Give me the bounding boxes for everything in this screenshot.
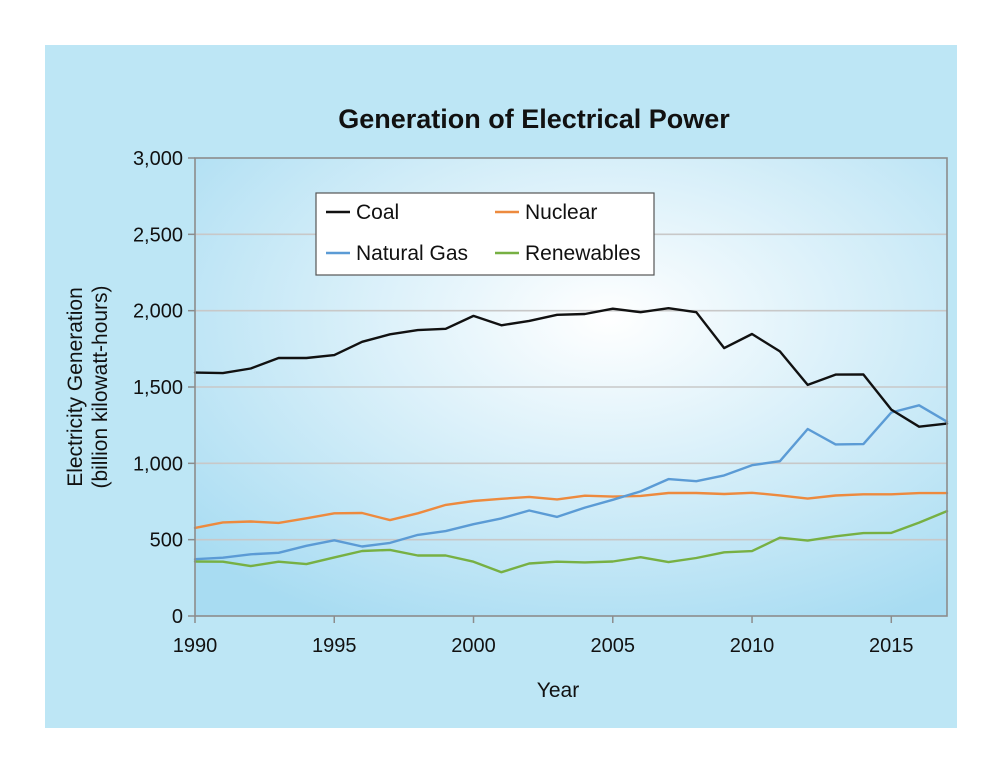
series-line-nuclear [193, 491, 949, 530]
legend-box [315, 192, 655, 276]
y-axis-label: Electricity Generation (billion kilowatt… [64, 285, 112, 488]
y-tick-label: 3,000 [133, 148, 183, 170]
y-tick-label: 0 [172, 606, 183, 628]
y-tick-label: 500 [150, 530, 183, 552]
x-tick-label: 2010 [730, 635, 775, 657]
y-tick-label: 2,500 [133, 224, 183, 246]
y-tick-label: 1,500 [133, 377, 183, 399]
y-axis-label-line-2: (billion kilowatt-hours) [89, 285, 112, 488]
legend-label-renewables: Renewables [525, 242, 641, 265]
x-tick-label: 2000 [451, 635, 496, 657]
y-tick-label: 2,000 [133, 301, 183, 323]
x-tick-label: 2015 [869, 635, 914, 657]
axis-ticks: 0 500 1,000 1,500 2,000 2,500 3,000 1990 1995 200… [133, 148, 914, 657]
legend-label-natural-gas: Natural Gas [356, 242, 468, 265]
series-line-natural-gas [193, 404, 949, 561]
legend: Coal Nuclear Natural Gas Renewables [315, 192, 655, 276]
x-axis-label: Year [537, 679, 579, 702]
legend-label-nuclear: Nuclear [525, 201, 597, 224]
x-tick-label: 2005 [591, 635, 636, 657]
x-tick-label: 1990 [173, 635, 218, 657]
series-line-renewables [193, 509, 949, 574]
x-tick-label: 1995 [312, 635, 357, 657]
legend-label-coal: Coal [356, 201, 399, 224]
y-axis-label-line-1: Electricity Generation [64, 287, 87, 487]
series-lines [193, 307, 949, 574]
series-line-coal [193, 307, 949, 428]
y-tick-label: 1,000 [133, 453, 183, 475]
chart-title: Generation of Electrical Power [338, 104, 730, 134]
